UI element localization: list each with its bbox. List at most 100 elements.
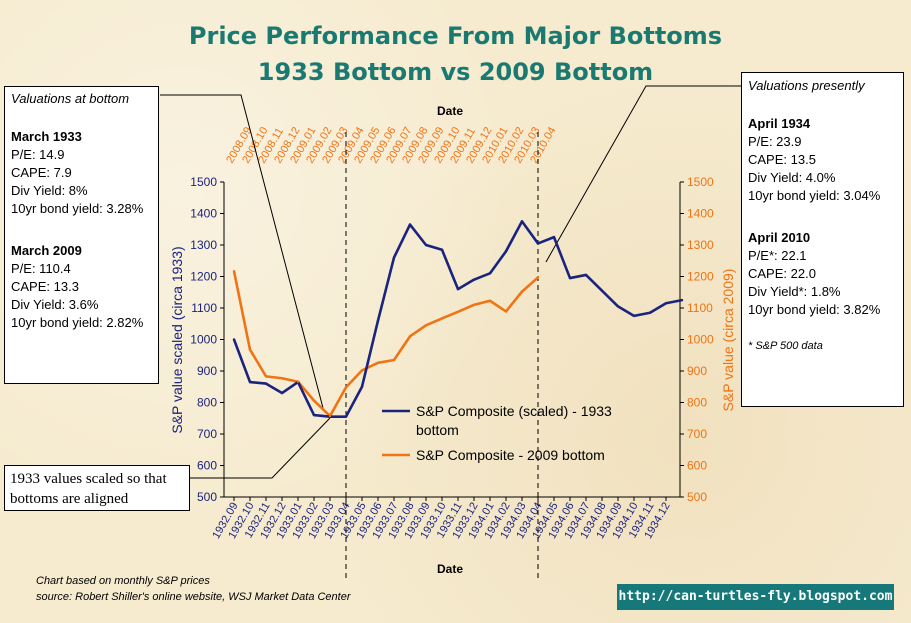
legend-label-2009: S&P Composite - 2009 bottom <box>416 447 605 463</box>
y-tick-label-left: 600 <box>197 459 217 473</box>
y-tick-label-right: 1300 <box>687 238 714 252</box>
legend-label-1933: S&P Composite (scaled) - 1933 <box>416 403 612 419</box>
data-point-2009 <box>312 399 316 402</box>
y-tick-label-right: 1400 <box>687 207 714 221</box>
data-point-2009 <box>328 414 332 418</box>
y-tick-label-right: 800 <box>687 396 707 410</box>
data-point-2009 <box>472 303 476 307</box>
y-tick-label-left: 1300 <box>190 238 217 252</box>
left-s1-line: 10yr bond yield: 3.28% <box>11 201 144 216</box>
data-point-1933 <box>488 272 492 275</box>
callout-right-valuation <box>545 85 741 263</box>
y-tick-label-right: 600 <box>687 459 707 473</box>
data-point-1933 <box>456 287 460 291</box>
data-point-1933 <box>280 391 284 395</box>
y-tick-label-left: 1000 <box>190 333 217 347</box>
y-tick-label-right: 1200 <box>687 270 714 284</box>
right-s2-line: P/E*: 22.1 <box>748 248 807 263</box>
right-s1-line: 10yr bond yield: 3.04% <box>748 188 881 203</box>
y-tick-label-left: 800 <box>197 396 217 410</box>
data-point-1933 <box>360 385 364 388</box>
data-point-1933 <box>248 380 252 384</box>
data-point-1933 <box>312 413 316 417</box>
data-point-1933 <box>424 243 428 247</box>
data-point-2009 <box>440 317 444 320</box>
y-tick-label-right: 1500 <box>687 175 714 189</box>
data-point-2009 <box>408 335 412 338</box>
y-tick-label-left: 900 <box>197 364 217 378</box>
right-s1-line: CAPE: 13.5 <box>748 152 816 167</box>
data-point-1933 <box>408 223 412 226</box>
data-point-1933 <box>680 298 684 302</box>
data-point-1933 <box>568 276 572 280</box>
y-tick-label-right: 500 <box>687 490 707 504</box>
right-s2-line: Div Yield*: 1.8% <box>748 284 841 299</box>
data-point-1933 <box>600 289 604 292</box>
y-tick-label-left: 1100 <box>191 301 217 315</box>
data-point-1933 <box>584 273 588 277</box>
left-s2-line: 10yr bond yield: 2.82% <box>11 315 144 330</box>
data-point-1933 <box>616 305 620 308</box>
data-point-1933 <box>232 338 236 341</box>
sp500-note: * S&P 500 data <box>748 340 823 352</box>
data-point-1933 <box>520 220 524 223</box>
data-point-1933 <box>536 242 540 245</box>
callout-scale-note <box>190 417 331 479</box>
right-box-header: Valuations presently <box>748 78 865 93</box>
left-section-1-heading: March 1933 <box>11 129 82 144</box>
data-point-1933 <box>472 278 476 281</box>
data-point-2009 <box>360 369 364 372</box>
valuations-presently-box: Valuations presently April 1934 P/E: 23.… <box>741 72 904 407</box>
data-point-2009 <box>376 361 380 365</box>
data-point-2009 <box>280 377 284 380</box>
data-point-2009 <box>536 276 540 279</box>
y-tick-label-left: 700 <box>197 427 217 441</box>
data-point-2009 <box>456 310 460 313</box>
data-point-1933 <box>392 256 396 259</box>
blog-url-link[interactable]: http://can-turtles-fly.blogspot.com <box>617 584 894 610</box>
y-tick-label-left: 1200 <box>190 270 217 284</box>
left-box-header: Valuations at bottom <box>11 91 130 106</box>
data-point-1933 <box>440 248 444 251</box>
y-tick-label-left: 1500 <box>190 175 217 189</box>
data-point-2009 <box>344 386 348 389</box>
data-point-2009 <box>232 269 236 273</box>
left-s2-line: Div Yield: 3.6% <box>11 297 99 312</box>
valuations-at-bottom-box: Valuations at bottom March 1933 P/E: 14.… <box>4 86 159 384</box>
left-s1-line: P/E: 14.9 <box>11 147 65 162</box>
y-tick-label-right: 1000 <box>687 333 714 347</box>
data-point-1933 <box>648 311 652 314</box>
right-section-2-heading: April 2010 <box>748 230 811 245</box>
data-point-1933 <box>376 319 380 322</box>
right-s2-line: 10yr bond yield: 3.82% <box>748 302 881 317</box>
data-point-1933 <box>504 250 508 253</box>
series-line-2009 <box>232 270 539 418</box>
right-s2-line: CAPE: 22.0 <box>748 266 816 281</box>
y-tick-label-left: 1400 <box>190 207 217 221</box>
legend-label-1933-cont: bottom <box>416 422 459 438</box>
y-tick-label-left: 500 <box>197 490 217 504</box>
callout-left-valuation <box>160 94 324 409</box>
left-s2-line: P/E: 110.4 <box>11 261 71 276</box>
data-point-1933 <box>664 302 668 305</box>
data-point-2009 <box>424 324 428 327</box>
data-point-2009 <box>520 290 524 293</box>
data-point-2009 <box>264 375 268 378</box>
left-section-2-heading: March 2009 <box>11 243 82 258</box>
chart-title-line1: Price Performance From Major Bottoms <box>188 22 723 50</box>
footnote-source: source: Robert Shiller's online website,… <box>36 591 351 603</box>
scale-note-box: 1933 values scaled so that bottoms are a… <box>4 465 190 511</box>
data-point-2009 <box>504 310 508 313</box>
data-point-1933 <box>344 415 348 418</box>
series-line-1933 <box>232 220 683 418</box>
right-s1-line: P/E: 23.9 <box>748 134 802 149</box>
right-s1-line: Div Yield: 4.0% <box>748 170 836 185</box>
left-s2-line: CAPE: 13.3 <box>11 279 79 294</box>
x-axis-title-bottom: Date <box>437 562 463 576</box>
right-section-1-heading: April 1934 <box>748 116 811 131</box>
data-point-2009 <box>248 348 252 351</box>
left-s1-line: Div Yield: 8% <box>11 183 88 198</box>
data-point-2009 <box>392 358 396 362</box>
data-point-2009 <box>488 299 492 302</box>
